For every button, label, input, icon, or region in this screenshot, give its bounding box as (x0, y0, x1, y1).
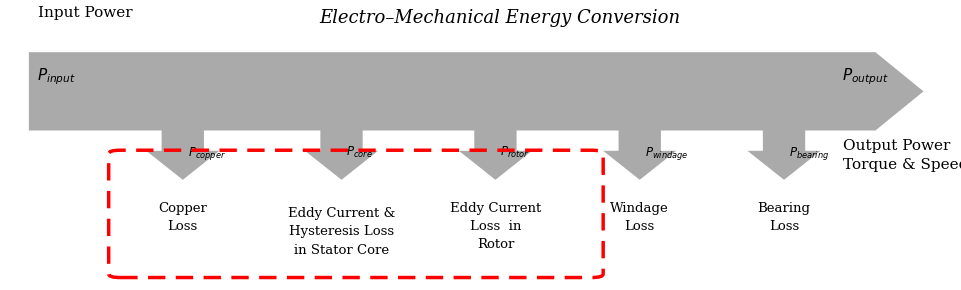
Text: Electro–Mechanical Energy Conversion: Electro–Mechanical Energy Conversion (319, 9, 680, 27)
Text: Bearing
Loss: Bearing Loss (756, 202, 810, 233)
Polygon shape (603, 127, 676, 180)
Text: $P_{output}$: $P_{output}$ (841, 66, 888, 87)
Text: $P_{copper}$: $P_{copper}$ (187, 145, 225, 162)
Text: $P_{bearing}$: $P_{bearing}$ (788, 145, 828, 162)
Text: Windage
Loss: Windage Loss (609, 202, 669, 233)
Polygon shape (146, 127, 219, 180)
Text: $P_{rotor}$: $P_{rotor}$ (500, 145, 530, 160)
Text: $P_{input}$: $P_{input}$ (37, 66, 76, 87)
Polygon shape (747, 127, 820, 180)
Polygon shape (458, 127, 531, 180)
Polygon shape (305, 127, 378, 180)
Text: Copper
Loss: Copper Loss (159, 202, 207, 233)
Text: Output Power
Torque & Speed: Output Power Torque & Speed (842, 139, 961, 172)
Text: Eddy Current &
Hysteresis Loss
in Stator Core: Eddy Current & Hysteresis Loss in Stator… (287, 208, 395, 256)
Text: Input Power: Input Power (38, 6, 133, 20)
Text: $P_{core}$: $P_{core}$ (346, 145, 373, 160)
Text: $P_{windage}$: $P_{windage}$ (644, 145, 687, 162)
Text: Eddy Current
Loss  in
Rotor: Eddy Current Loss in Rotor (450, 202, 540, 251)
Polygon shape (29, 52, 923, 130)
